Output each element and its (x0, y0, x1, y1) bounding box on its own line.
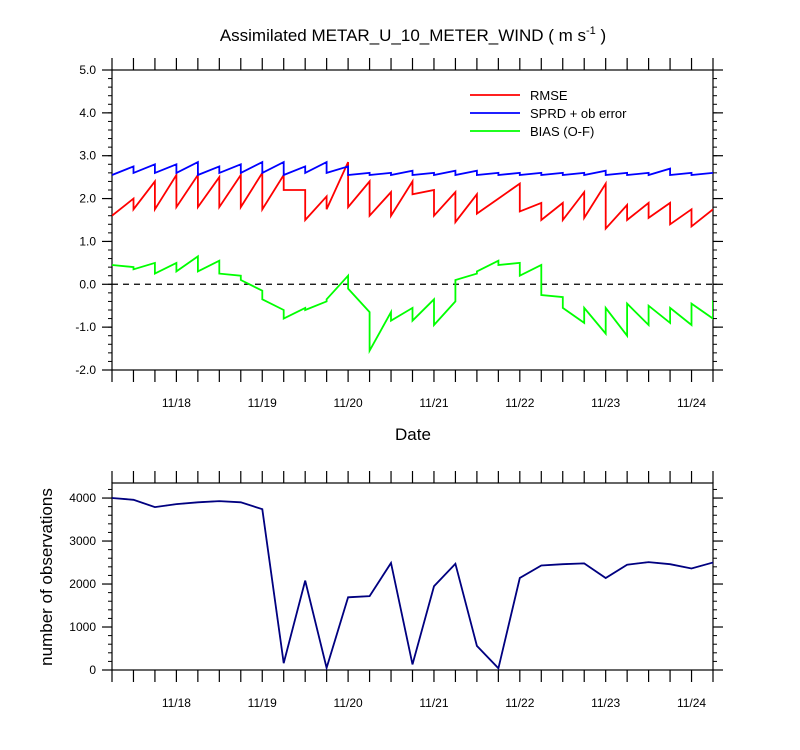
bottom-y-tick-label: 1000 (69, 620, 96, 634)
series-line-bias-o-f (112, 254, 713, 355)
top-x-tick-label: 11/20 (334, 396, 363, 410)
bottom-x-tick-label: 11/22 (505, 696, 534, 710)
top-y-tick-label: 2.0 (79, 192, 96, 206)
series-line-observation-count (112, 497, 713, 670)
bottom-y-tick-label: 4000 (69, 491, 96, 505)
top-y-tick-label: 3.0 (79, 149, 96, 163)
bottom-y-axis-title: number of observations (37, 488, 56, 666)
series-line-sprd-ob-error (112, 160, 713, 177)
bottom-plot-frame (111, 482, 714, 671)
top-y-tick-label: 5.0 (79, 63, 96, 77)
top-x-tick-label: 11/19 (248, 396, 277, 410)
bottom-x-tick-label: 11/18 (162, 696, 191, 710)
bottom-y-tick-label: 2000 (69, 577, 96, 591)
top-x-axis-title: Date (395, 425, 431, 444)
bottom-x-tick-label: 11/21 (419, 696, 448, 710)
bottom-y-tick-label: 0 (89, 663, 96, 677)
top-x-tick-label: 11/21 (419, 396, 448, 410)
top-y-tick-label: 0.0 (79, 277, 96, 291)
top-plot-panel: 11/18 11/19 11/20 11/21 11/22 11/23 11/24 -2.0 -… (75, 58, 723, 410)
top-y-tick-label: 1.0 (79, 234, 96, 248)
bottom-x-tick-label: 11/24 (677, 696, 706, 710)
top-y-tick-label: -2.0 (75, 363, 96, 377)
top-x-tick-label: 11/22 (505, 396, 534, 410)
top-y-tick-label: -1.0 (75, 320, 96, 334)
chart-title: Assimilated METAR_U_10_METER_WIND ( m s-… (220, 25, 606, 45)
top-x-tick-label: 11/23 (591, 396, 620, 410)
top-y-tick-label: 4.0 (79, 106, 96, 120)
legend-label-bias-o-f: BIAS (O-F) (530, 124, 594, 139)
legend: RMSE SPRD + ob error BIAS (O-F) (470, 88, 627, 139)
bottom-x-tick-label: 11/20 (334, 696, 363, 710)
bottom-plot-panel: 11/18 11/19 11/20 11/21 11/22 11/23 11/24 0 1000… (69, 471, 723, 710)
series-line-rmse (112, 161, 713, 231)
top-x-tick-label: 11/24 (677, 396, 706, 410)
bottom-y-tick-label: 3000 (69, 534, 96, 548)
top-x-tick-label: 11/18 (162, 396, 191, 410)
legend-label-sprd-ob-error: SPRD + ob error (530, 106, 627, 121)
bottom-x-tick-label: 11/19 (248, 696, 277, 710)
bottom-x-tick-label: 11/23 (591, 696, 620, 710)
legend-label-rmse: RMSE (530, 88, 568, 103)
series-line-observation-count-dashed (112, 497, 713, 670)
